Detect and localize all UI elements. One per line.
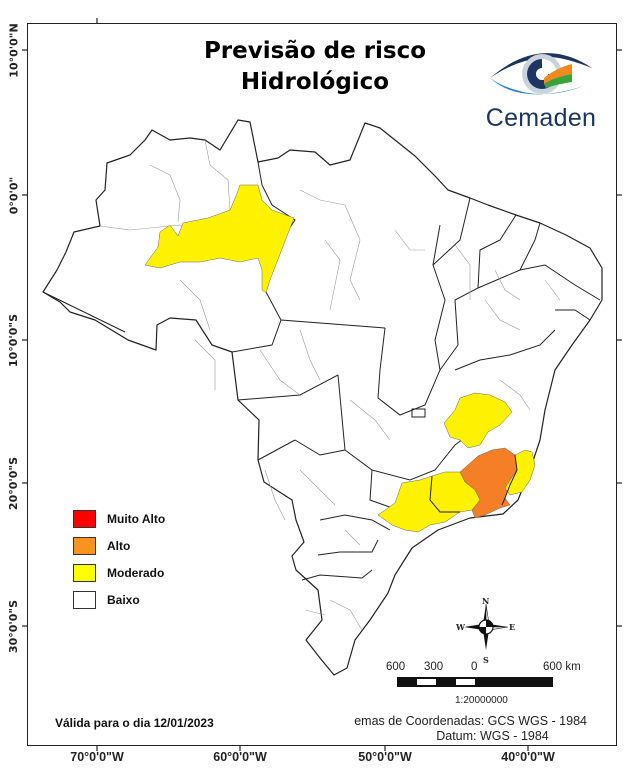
scale-label-600-km: 600 km xyxy=(543,661,581,673)
map-title: Previsão de risco Hidrológico xyxy=(180,36,450,98)
legend: Muito Alto Alto Moderado Baixo xyxy=(73,507,165,615)
legend-item-muito-alto: Muito Alto xyxy=(73,507,165,530)
coord-system: emas de Coordenadas: GCS WGS - 1984 xyxy=(354,714,587,728)
compass-n: N xyxy=(482,596,490,606)
legend-swatch-muito-alto xyxy=(73,509,96,528)
lon-label-70w: 70°0'0"W xyxy=(70,750,124,764)
lon-label-40w: 40°0'0"W xyxy=(501,750,555,764)
cemaden-logo-text: Cemaden xyxy=(485,104,597,132)
risk-area-moderado-bahia xyxy=(443,392,513,449)
risk-area-moderado-amazon xyxy=(144,184,295,294)
datum: Datum: WGS - 1984 xyxy=(436,729,549,743)
legend-item-baixo: Baixo xyxy=(73,588,165,611)
valid-date: Válida para o dia 12/01/2023 xyxy=(55,716,214,730)
legend-item-moderado: Moderado xyxy=(73,561,165,584)
scale-label-0: 0 xyxy=(471,661,478,673)
legend-item-alto: Alto xyxy=(73,534,165,557)
compass-s: S xyxy=(483,655,489,665)
cemaden-logo: Cemaden xyxy=(476,44,606,136)
lon-label-60w: 60°0'0"W xyxy=(213,750,267,764)
compass-rose-icon xyxy=(464,603,509,650)
risk-area-moderado-sp-mg xyxy=(377,471,481,533)
distrito-federal xyxy=(411,408,426,418)
risk-area-moderado-es xyxy=(504,449,536,496)
lon-label-50w: 50°0'0"W xyxy=(358,750,412,764)
legend-swatch-alto xyxy=(73,536,96,555)
cemaden-eye-icon xyxy=(490,53,592,95)
legend-swatch-moderado xyxy=(73,563,96,582)
scale-ratio: 1:20000000 xyxy=(455,695,508,706)
coordinate-info: emas de Coordenadas: GCS WGS - 1984 Datu… xyxy=(340,714,615,744)
compass-e: E xyxy=(509,622,516,632)
scale-bar xyxy=(397,677,553,687)
scale-label-600-left: 600 xyxy=(386,661,406,673)
legend-swatch-baixo xyxy=(73,590,96,609)
title-line-2: Hidrológico xyxy=(240,69,390,95)
compass-w: W xyxy=(456,622,465,632)
scale-label-300: 300 xyxy=(424,661,444,673)
title-line-1: Previsão de risco xyxy=(203,38,427,64)
